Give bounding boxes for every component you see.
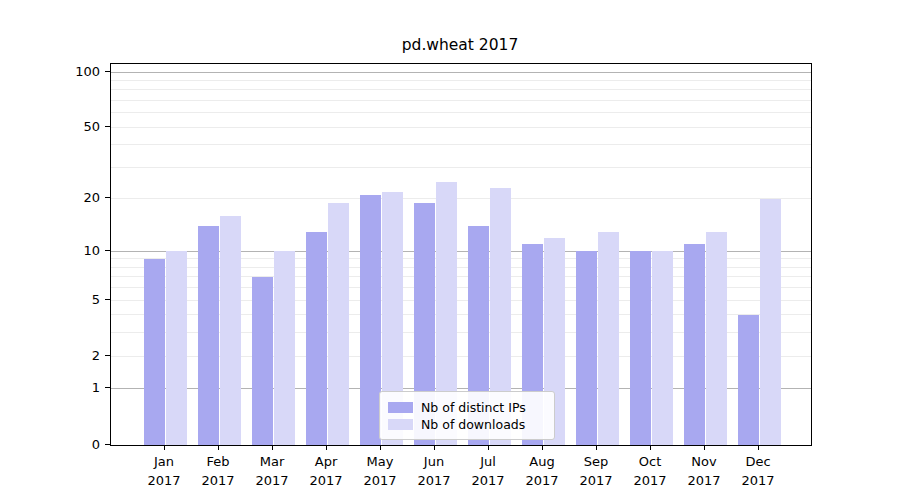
x-tick-label-nov: Nov2017 (676, 452, 732, 490)
bar-nov-distinct-ips (684, 244, 705, 445)
x-tick-label-jun: Jun2017 (406, 452, 462, 490)
x-tick-label-oct: Oct2017 (622, 452, 678, 490)
y-tick-mark (105, 197, 110, 198)
minor-gridline (111, 144, 811, 145)
bar-feb-downloads (220, 216, 241, 445)
minor-gridline (111, 127, 811, 128)
bar-sep-distinct-ips (576, 251, 597, 445)
bar-apr-distinct-ips (306, 232, 327, 445)
x-tick-label-mar: Mar2017 (244, 452, 300, 490)
y-tick-label: 100 (58, 65, 100, 78)
x-tick-label-dec: Dec2017 (730, 452, 786, 490)
y-tick-label: 0 (58, 438, 100, 451)
x-tick-mark (272, 445, 273, 450)
minor-gridline (111, 167, 811, 168)
bar-mar-distinct-ips (252, 277, 273, 445)
x-tick-mark (380, 445, 381, 450)
x-tick-mark (326, 445, 327, 450)
minor-gridline (111, 198, 811, 199)
chart-title: pd.wheat 2017 (110, 36, 810, 54)
x-tick-label-jan: Jan2017 (136, 452, 192, 490)
bar-apr-downloads (328, 203, 349, 445)
x-tick-label-feb: Feb2017 (190, 452, 246, 490)
bar-jan-distinct-ips (144, 259, 165, 445)
x-tick-label-sep: Sep2017 (568, 452, 624, 490)
y-tick-mark (105, 387, 110, 388)
y-tick-label: 10 (58, 244, 100, 257)
x-tick-mark (596, 445, 597, 450)
bar-dec-distinct-ips (738, 315, 759, 445)
x-tick-mark (758, 445, 759, 450)
y-tick-label: 2 (58, 349, 100, 362)
bar-dec-downloads (760, 199, 781, 445)
bar-feb-distinct-ips (198, 226, 219, 445)
legend-label-distinct-ips: Nb of distinct IPs (421, 400, 526, 415)
legend: Nb of distinct IPs Nb of downloads (379, 391, 555, 440)
x-tick-label-apr: Apr2017 (298, 452, 354, 490)
y-tick-mark (105, 355, 110, 356)
y-tick-label: 1 (58, 381, 100, 394)
y-tick-mark (105, 71, 110, 72)
bar-jan-downloads (166, 251, 187, 445)
figure: pd.wheat 2017 Nb of distinct IPs Nb of d… (0, 0, 900, 500)
minor-gridline (111, 80, 811, 81)
x-tick-mark (218, 445, 219, 450)
minor-gridline (111, 112, 811, 113)
y-tick-mark (105, 250, 110, 251)
x-tick-mark (650, 445, 651, 450)
legend-swatch-downloads (388, 419, 413, 430)
legend-entry-distinct-ips: Nb of distinct IPs (388, 399, 546, 415)
x-tick-mark (434, 445, 435, 450)
y-tick-mark (105, 299, 110, 300)
x-tick-label-aug: Aug2017 (514, 452, 570, 490)
minor-gridline (111, 100, 811, 101)
bar-oct-distinct-ips (630, 251, 651, 445)
x-tick-mark (164, 445, 165, 450)
bar-nov-downloads (706, 232, 727, 445)
x-tick-mark (542, 445, 543, 450)
bar-sep-downloads (598, 232, 619, 445)
y-tick-label: 50 (58, 120, 100, 133)
x-tick-label-may: May2017 (352, 452, 408, 490)
bar-may-distinct-ips (360, 195, 381, 445)
y-tick-label: 20 (58, 191, 100, 204)
y-tick-label: 5 (58, 293, 100, 306)
y-tick-mark (105, 126, 110, 127)
minor-gridline (111, 89, 811, 90)
legend-label-downloads: Nb of downloads (421, 417, 525, 432)
x-tick-label-jul: Jul2017 (460, 452, 516, 490)
plot-area: Nb of distinct IPs Nb of downloads (110, 63, 812, 446)
major-gridline (111, 72, 811, 73)
y-tick-mark (105, 444, 110, 445)
legend-swatch-distinct-ips (388, 402, 413, 413)
bar-oct-downloads (652, 251, 673, 445)
bar-mar-downloads (274, 251, 295, 445)
x-tick-mark (704, 445, 705, 450)
x-tick-mark (488, 445, 489, 450)
legend-entry-downloads: Nb of downloads (388, 416, 546, 432)
